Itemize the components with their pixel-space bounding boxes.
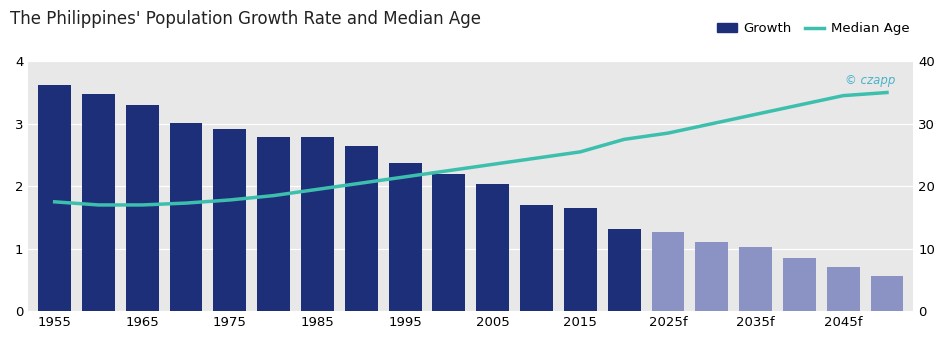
Bar — [214, 129, 246, 311]
Bar — [125, 105, 159, 311]
Bar — [170, 123, 202, 311]
Bar — [389, 163, 422, 311]
Bar — [476, 184, 509, 311]
Bar — [82, 94, 115, 311]
Bar — [739, 247, 772, 311]
Text: The Philippines' Population Growth Rate and Median Age: The Philippines' Population Growth Rate … — [10, 10, 481, 28]
Bar — [652, 233, 684, 311]
Text: © czapp: © czapp — [846, 74, 896, 87]
Legend: Growth, Median Age: Growth, Median Age — [712, 17, 915, 41]
Bar — [870, 276, 903, 311]
Bar — [608, 229, 640, 311]
Bar — [783, 258, 816, 311]
Bar — [695, 242, 729, 311]
Bar — [301, 138, 333, 311]
Bar — [520, 205, 553, 311]
Bar — [257, 138, 290, 311]
Bar — [826, 267, 860, 311]
Bar — [345, 146, 378, 311]
Bar — [432, 174, 466, 311]
Bar — [564, 208, 597, 311]
Bar — [38, 85, 71, 311]
